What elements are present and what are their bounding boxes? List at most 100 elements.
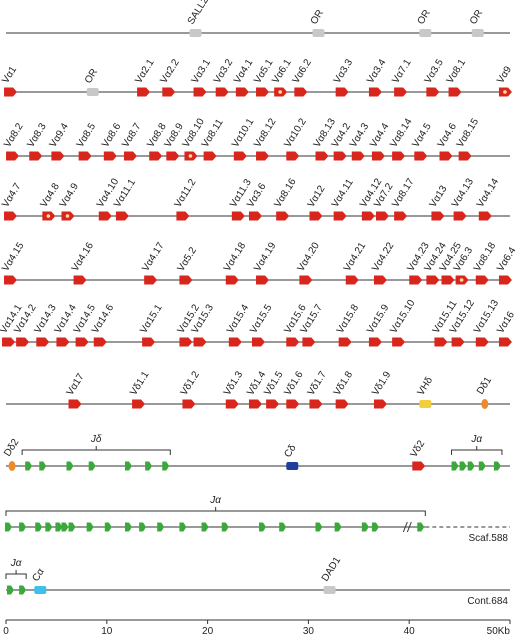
gene-label: Vα8.5 <box>75 121 99 150</box>
segment-marker <box>279 522 287 532</box>
gene-label: Vδ1.3 <box>222 369 245 397</box>
gene-arrow <box>93 337 107 347</box>
segment-marker <box>61 522 69 532</box>
bracket <box>451 446 503 455</box>
gene-arrow <box>2 337 16 347</box>
segment-marker <box>478 461 486 471</box>
gene-arrow <box>228 337 242 347</box>
gene-label: Vα8.1 <box>445 57 469 86</box>
gene-label: Vδ1.9 <box>370 369 393 397</box>
pseudogene-dot <box>46 214 51 218</box>
gene-arrow <box>176 211 190 221</box>
segment-marker <box>259 522 267 532</box>
segment-marker <box>221 522 229 532</box>
gene-label: Vδ2 <box>408 438 427 459</box>
gene-box <box>312 29 325 37</box>
gene-label: Vα8.17 <box>390 176 416 209</box>
gene-arrow <box>412 461 426 471</box>
gene-arrow <box>137 87 151 97</box>
gene-arrow <box>166 151 180 161</box>
gene-label: OR <box>416 8 433 27</box>
segment-marker <box>88 461 96 471</box>
gene-oval <box>481 399 489 409</box>
gene-label: Vα8.7 <box>120 121 144 150</box>
gene-arrow <box>394 211 408 221</box>
gene-arrow <box>475 337 489 347</box>
gene-label: SALL2 <box>186 0 211 27</box>
gene-arrow <box>448 87 462 97</box>
gene-arrow <box>309 399 323 409</box>
gene-label: Vα3.2 <box>212 57 236 86</box>
bracket-label: Jα <box>470 434 482 445</box>
gene-box <box>86 88 99 96</box>
scale-tick-label: 50Kb <box>487 626 511 637</box>
gene-arrow <box>215 87 229 97</box>
gene-arrow <box>115 211 129 221</box>
gene-arrow <box>373 399 387 409</box>
scale-tick-label: 40 <box>404 626 416 637</box>
gene-arrow <box>368 337 382 347</box>
segment-marker <box>459 461 467 471</box>
gene-label: Vα3.1 <box>190 57 214 86</box>
segment-marker <box>162 461 170 471</box>
gene-arrow <box>75 337 89 347</box>
segment-marker <box>145 461 153 471</box>
gene-label: Vα2.1 <box>133 57 157 86</box>
gene-label: Vδ1.7 <box>306 369 329 397</box>
gene-label: Cα <box>30 567 46 584</box>
gene-box <box>419 29 432 37</box>
bracket-label: Jδ <box>90 434 102 445</box>
gene-arrow <box>4 87 18 97</box>
gene-arrow <box>4 275 18 285</box>
gene-label: Vα8.18 <box>472 240 498 273</box>
scale-tick-label: 0 <box>3 626 9 637</box>
gene-label: Vα1 <box>0 64 19 85</box>
gene-label: Vα4.22 <box>370 240 396 273</box>
gene-label: Vα15.1 <box>138 302 164 335</box>
gene-arrow <box>458 151 472 161</box>
gene-label: Vδ1.2 <box>179 369 202 397</box>
gene-arrow <box>231 211 245 221</box>
segment-marker <box>493 461 501 471</box>
segment-marker <box>25 461 33 471</box>
segment-marker <box>417 522 425 532</box>
gene-box <box>419 400 432 408</box>
gene-arrow <box>182 399 196 409</box>
segment-marker <box>5 522 13 532</box>
gene-arrow <box>345 275 359 285</box>
gene-arrow <box>248 211 262 221</box>
gene-label: Vδ1.1 <box>128 369 151 397</box>
segment-marker <box>104 522 112 532</box>
gene-label: Vα4.14 <box>475 176 501 209</box>
pseudogene-dot <box>65 214 70 218</box>
gene-label: Vδ1.6 <box>282 369 305 397</box>
gene-label: Vα11.2 <box>173 177 199 210</box>
gene-arrow <box>392 151 406 161</box>
gene-label: Vα13 <box>428 183 450 209</box>
segment-marker <box>371 522 379 532</box>
gene-arrow <box>414 151 428 161</box>
gene-arrow <box>498 275 512 285</box>
gene-box <box>34 586 47 594</box>
gene-label: Cδ <box>282 443 298 460</box>
gene-arrow <box>162 87 176 97</box>
gene-label: OR <box>309 8 326 27</box>
pseudogene-dot <box>459 278 464 282</box>
gene-arrow <box>294 87 308 97</box>
bracket-label: Jα <box>209 495 221 506</box>
gene-label: Vα4.4 <box>368 121 392 150</box>
gene-arrow <box>475 275 489 285</box>
gene-arrow <box>338 337 352 347</box>
gene-arrow <box>286 151 300 161</box>
gene-label: Vα8.6 <box>100 121 124 150</box>
bracket <box>5 507 426 516</box>
segment-marker <box>68 522 76 532</box>
gene-label: Vα6.2 <box>291 57 315 86</box>
gene-label: DAD1 <box>320 555 344 584</box>
gene-arrow <box>235 87 249 97</box>
gene-label: Vα15.5 <box>248 302 274 335</box>
gene-label: Vα4.13 <box>450 176 476 209</box>
gene-arrow <box>36 337 50 347</box>
